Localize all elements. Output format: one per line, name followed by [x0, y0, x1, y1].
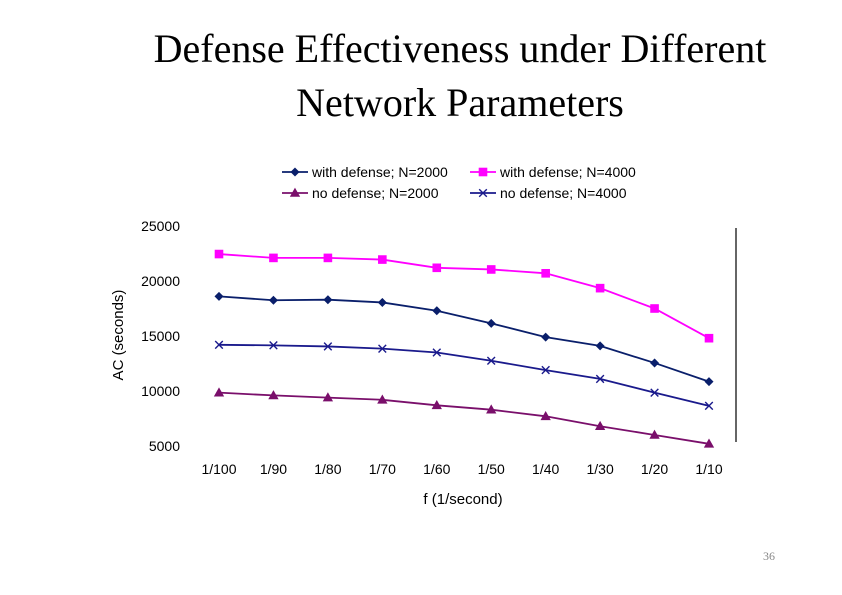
data-point: [431, 399, 442, 410]
data-point: [595, 341, 605, 351]
slide-number: 36: [763, 549, 775, 563]
data-point: [432, 263, 442, 273]
data-point: [323, 295, 333, 305]
data-point: [377, 297, 387, 307]
data-point: [650, 304, 659, 313]
x-tick-labels: 1/100 1/90 1/80 1/70 1/60 1/50 1/40 1/30 1/20 1/1…: [201, 461, 722, 477]
slide-title: Defense Effectiveness under Different Ne…: [60, 22, 842, 130]
legend-marker: [478, 167, 488, 177]
y-tick-label: 10000: [141, 383, 180, 399]
data-point: [214, 291, 224, 301]
series-line-1: [218, 295, 710, 383]
data-point: [486, 356, 496, 366]
data-point: [541, 332, 551, 342]
series-markers: [213, 249, 715, 448]
legend-label: no defense; N=4000: [500, 185, 627, 201]
series-line-3: [218, 391, 710, 445]
x-tick-label: 1/90: [260, 461, 287, 477]
data-point: [595, 283, 605, 293]
data-point: [594, 420, 606, 430]
data-point: [269, 341, 278, 350]
series-line-4: [218, 343, 710, 407]
data-point: [378, 255, 387, 264]
y-axis-label: AC (seconds): [110, 290, 127, 381]
data-point: [378, 344, 387, 353]
data-point: [214, 249, 224, 259]
y-tick-labels: 5000 10000 15000 20000 25000: [141, 218, 180, 454]
legend-label: with defense; N=4000: [499, 164, 636, 180]
data-point: [649, 429, 660, 439]
data-point: [595, 374, 605, 384]
y-tick-label: 5000: [149, 438, 180, 454]
legend-marker: [290, 167, 300, 177]
data-point: [269, 253, 278, 263]
legend-marker: [289, 187, 301, 197]
data-point: [432, 348, 442, 357]
y-tick-label: 20000: [141, 273, 180, 289]
data-point: [703, 438, 715, 448]
data-point: [486, 404, 497, 414]
legend-marker: [478, 188, 488, 198]
data-point: [432, 306, 442, 316]
series-lines: [218, 253, 710, 445]
data-point: [486, 265, 496, 274]
x-tick-label: 1/100: [201, 461, 236, 477]
data-point: [704, 401, 714, 411]
x-tick-label: 1/50: [478, 461, 505, 477]
x-axis-label: f (1/second): [423, 491, 502, 508]
data-point: [323, 342, 333, 351]
data-point: [213, 387, 225, 397]
data-point: [541, 269, 550, 278]
data-point: [650, 358, 660, 368]
data-point: [540, 410, 551, 421]
x-tick-label: 1/30: [586, 461, 613, 477]
x-tick-label: 1/20: [641, 461, 668, 477]
slide-title-line-2: Network Parameters: [296, 80, 624, 125]
data-point: [650, 388, 659, 397]
chart-legend: with defense; N=2000 with defense; N=4000…: [282, 164, 636, 201]
data-point: [268, 390, 279, 400]
data-point: [486, 318, 496, 328]
slide-title-line-1: Defense Effectiveness under Different: [153, 26, 767, 71]
x-tick-label: 1/70: [369, 461, 396, 477]
data-point: [268, 295, 278, 305]
x-tick-label: 1/60: [423, 461, 450, 477]
series-line-2: [218, 253, 710, 339]
data-point: [704, 333, 714, 343]
x-tick-label: 1/40: [532, 461, 559, 477]
y-tick-label: 15000: [141, 328, 180, 344]
legend-label: with defense; N=2000: [311, 164, 448, 180]
x-tick-label: 1/80: [314, 461, 341, 477]
data-point: [704, 377, 714, 387]
x-tick-label: 1/10: [695, 461, 722, 477]
data-point: [322, 392, 334, 402]
data-point: [377, 394, 388, 404]
data-point: [541, 365, 550, 375]
data-point: [323, 253, 333, 263]
legend-label: no defense; N=2000: [312, 185, 439, 201]
data-point: [214, 340, 224, 350]
y-tick-label: 25000: [141, 218, 180, 234]
